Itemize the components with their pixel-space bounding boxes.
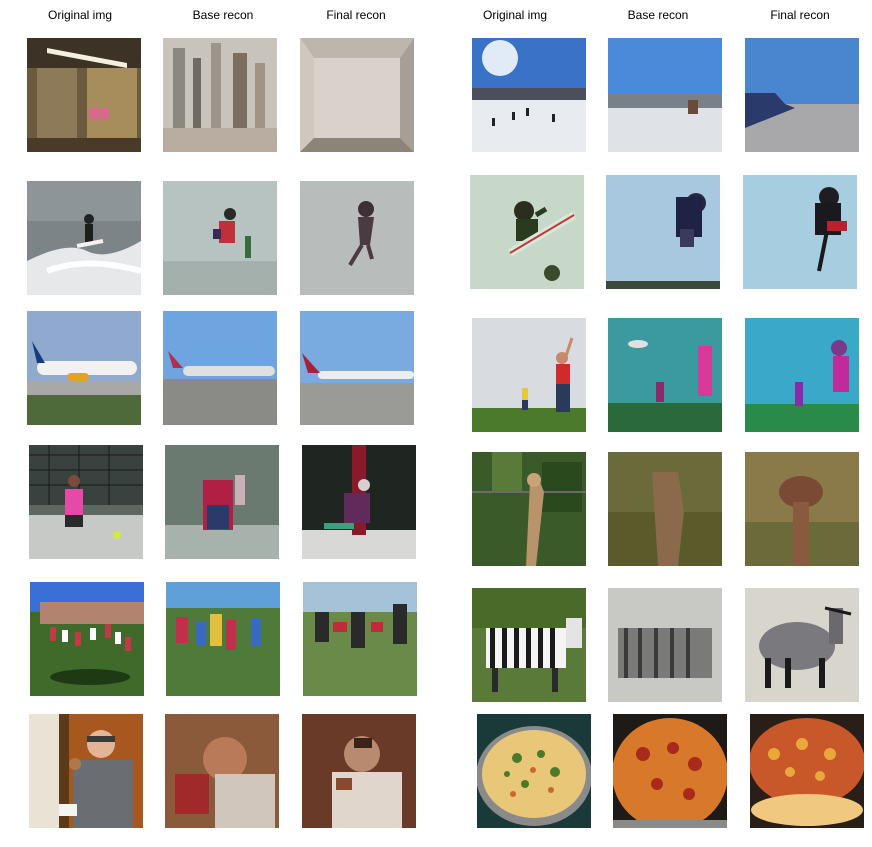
image-base-zebra (608, 588, 722, 702)
image-final-tennis (302, 445, 416, 559)
image-base-tennis (165, 445, 279, 559)
image-original-soccer (30, 582, 144, 696)
image-final-zebra (745, 588, 859, 702)
image-original-surfer (27, 181, 141, 295)
header-original-left: Original img (47, 8, 113, 22)
image-base-man (165, 714, 279, 828)
image-original-tennis (29, 445, 143, 559)
image-base-giraffe (608, 452, 722, 566)
header-base-left: Base recon (192, 8, 254, 22)
image-original-kite (472, 318, 586, 432)
header-original-right: Original img (482, 8, 548, 22)
image-base-pizza (613, 714, 727, 828)
image-original-airplane (27, 311, 141, 425)
image-base-kite (608, 318, 722, 432)
header-final-right: Final recon (770, 8, 830, 22)
image-original-pizza (477, 714, 591, 828)
image-final-room (300, 38, 414, 152)
image-base-ski (608, 38, 722, 152)
image-final-ski (745, 38, 859, 152)
image-final-surfer (300, 181, 414, 295)
image-base-surfer (163, 181, 277, 295)
image-original-room (27, 38, 141, 152)
image-base-soccer (166, 582, 280, 696)
image-original-ski (472, 38, 586, 152)
image-base-snowboarder (606, 175, 720, 289)
header-final-left: Final recon (326, 8, 386, 22)
image-original-man (29, 714, 143, 828)
image-original-snowboarder (470, 175, 584, 289)
image-final-kite (745, 318, 859, 432)
image-final-snowboarder (743, 175, 857, 289)
image-final-airplane (300, 311, 414, 425)
image-final-pizza (750, 714, 864, 828)
image-final-man (302, 714, 416, 828)
image-original-giraffe (472, 452, 586, 566)
header-base-right: Base recon (627, 8, 689, 22)
image-final-giraffe (745, 452, 859, 566)
image-final-soccer (303, 582, 417, 696)
image-base-room (163, 38, 277, 152)
image-original-zebra (472, 588, 586, 702)
image-base-airplane (163, 311, 277, 425)
